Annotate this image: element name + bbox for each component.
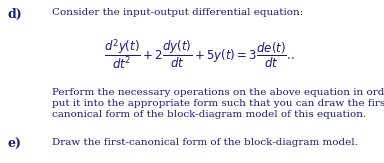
Text: put it into the appropriate form such that you can draw the first-: put it into the appropriate form such th… <box>52 99 384 108</box>
Text: Draw the first-canonical form of the block-diagram model.: Draw the first-canonical form of the blo… <box>52 138 358 147</box>
Text: d): d) <box>8 8 23 21</box>
Text: Perform the necessary operations on the above equation in order to: Perform the necessary operations on the … <box>52 88 384 97</box>
Text: canonical form of the block-diagram model of this equation.: canonical form of the block-diagram mode… <box>52 110 366 119</box>
Text: Consider the input-output differential equation:: Consider the input-output differential e… <box>52 8 303 17</box>
Text: e): e) <box>8 138 22 151</box>
Text: $\dfrac{d^2y(t)}{dt^2} + 2\dfrac{dy(t)}{dt} + 5y(t) = 3\dfrac{de(t)}{dt}$..: $\dfrac{d^2y(t)}{dt^2} + 2\dfrac{dy(t)}{… <box>104 38 295 73</box>
